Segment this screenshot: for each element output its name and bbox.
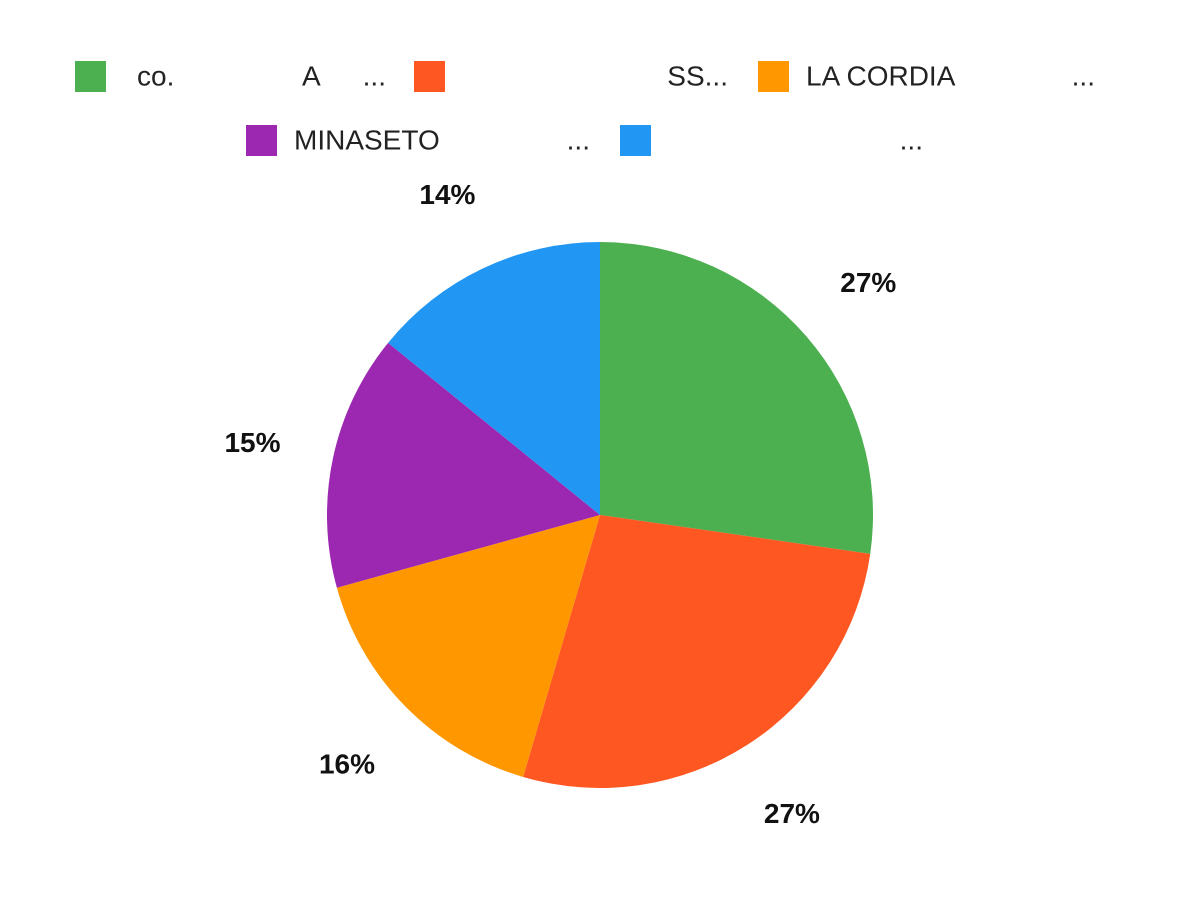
pie-slice: [388, 241, 600, 515]
pie-percent-labels: 27% 27% 16% 15% 14%: [224, 179, 896, 829]
legend-label: LA CORDIA: [806, 61, 956, 92]
legend-swatch: [414, 61, 445, 92]
legend-label: co.: [137, 61, 174, 92]
pie-slice: [336, 515, 600, 777]
pie-slice: [326, 342, 600, 588]
legend-label: ...: [363, 61, 386, 92]
slice-percent-label: 15%: [224, 427, 280, 458]
slice-percent-label: 27%: [764, 798, 820, 829]
pie-slice: [523, 515, 871, 788]
legend-item: MINASETO...: [246, 125, 590, 156]
legend-label: A: [302, 61, 321, 92]
legend-swatch: [75, 61, 106, 92]
legend-label: MINASETO: [294, 125, 440, 156]
legend-item: co. A...: [75, 61, 386, 92]
legend-label: ...: [1072, 61, 1095, 92]
legend-item: ...: [620, 125, 923, 156]
legend: co. A... SS... LA CORDIA ...MINASETO......: [75, 61, 1095, 156]
legend-item: SS...: [414, 61, 728, 92]
pie-slices: [326, 241, 873, 788]
legend-label: ...: [900, 125, 923, 156]
legend-swatch: [758, 61, 789, 92]
legend-label: SS...: [667, 61, 728, 92]
legend-swatch: [246, 125, 277, 156]
slice-percent-label: 27%: [840, 267, 896, 298]
slice-percent-label: 16%: [319, 749, 375, 780]
slice-percent-label: 14%: [419, 179, 475, 210]
legend-swatch: [620, 125, 651, 156]
legend-label: ...: [567, 125, 590, 156]
legend-item: LA CORDIA...: [758, 61, 1095, 92]
pie-slice: [600, 242, 873, 554]
